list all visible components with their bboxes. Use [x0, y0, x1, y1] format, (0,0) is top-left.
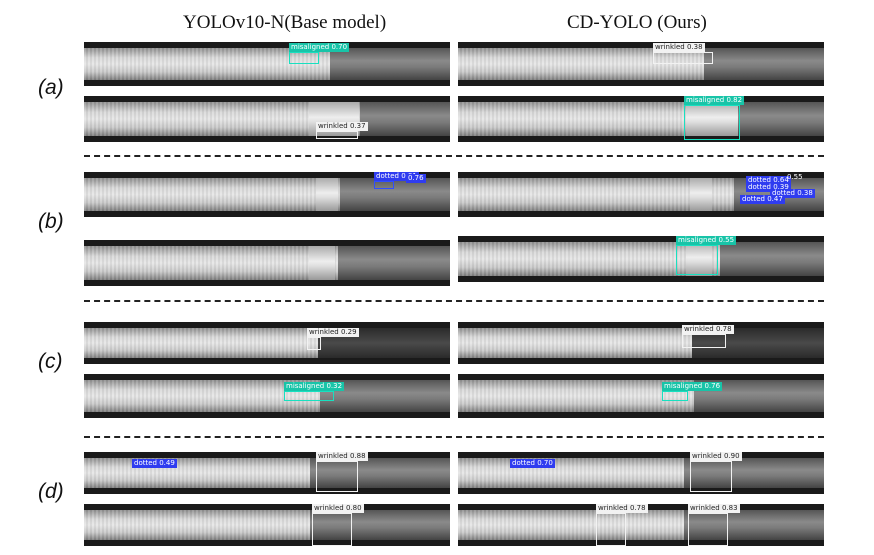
- image-panel-d1-base: dotted 0.49 wrinkled 0.88: [84, 452, 450, 494]
- group-label-a: (a): [38, 76, 64, 99]
- detection-label: wrinkled 0.90: [690, 452, 742, 461]
- image-panel-b2-ours: misaligned 0.55: [458, 236, 824, 282]
- detection-label: wrinkled 0.80: [312, 504, 364, 513]
- image-panel-c1-ours: wrinkled 0.78: [458, 322, 824, 364]
- group-label-c: (c): [38, 350, 63, 373]
- detection-box: wrinkled 0.78: [682, 325, 734, 348]
- detection-label: dotted 0.38: [770, 189, 815, 198]
- detection-label: wrinkled 0.78: [682, 325, 734, 334]
- group-divider-bc: [84, 300, 824, 302]
- column-title-base-model: YOLOv10-N(Base model): [183, 12, 387, 33]
- detection-label: wrinkled 0.38: [653, 43, 705, 52]
- group-label-d: (d): [38, 480, 64, 503]
- detection-label: wrinkled 0.37: [316, 122, 368, 131]
- detection-label: wrinkled 0.88: [316, 452, 368, 461]
- detection-box: wrinkled 0.78: [596, 504, 648, 546]
- image-panel-c1-base: wrinkled 0.29: [84, 322, 450, 364]
- detection-box: wrinkled 0.90: [690, 452, 742, 492]
- detection-label: misaligned 0.82: [684, 96, 745, 105]
- detection-box: wrinkled 0.83: [688, 504, 740, 546]
- detection-label: dotted 0.39: [746, 183, 791, 192]
- detection-label: 0.76: [406, 174, 426, 183]
- detection-label: misaligned 0.32: [284, 382, 345, 391]
- detection-box: misaligned 0.70: [289, 43, 350, 64]
- image-panel-b2-base: [84, 240, 450, 286]
- image-panel-d2-base: wrinkled 0.80: [84, 504, 450, 546]
- image-panel-d1-ours: dotted 0.70 wrinkled 0.90: [458, 452, 824, 494]
- detection-box: misaligned 0.76: [662, 382, 723, 401]
- image-panel-b1-base: dotted 0.81 0.76: [84, 172, 450, 217]
- detection-box: wrinkled 0.88: [316, 452, 368, 492]
- detection-box: wrinkled 0.29: [307, 328, 359, 350]
- detection-label: misaligned 0.76: [662, 382, 723, 391]
- image-panel-a2-base: wrinkled 0.37: [84, 96, 450, 142]
- detection-box: wrinkled 0.80: [312, 504, 364, 546]
- detection-label: wrinkled 0.83: [688, 504, 740, 513]
- detection-label: wrinkled 0.29: [307, 328, 359, 337]
- image-panel-b1-ours: dotted 0.64 0.55 dotted 0.39 dotted 0.38…: [458, 172, 824, 217]
- detection-label: dotted 0.64: [746, 176, 791, 185]
- detection-label: dotted 0.49: [132, 459, 177, 468]
- detection-label: wrinkled 0.78: [596, 504, 648, 513]
- detection-label: misaligned 0.55: [676, 236, 737, 245]
- image-panel-c2-ours: misaligned 0.76: [458, 374, 824, 418]
- image-panel-a2-ours: misaligned 0.82: [458, 96, 824, 142]
- detection-label: 0.55: [787, 173, 803, 181]
- image-panel-a1-base: misaligned 0.70: [84, 42, 450, 86]
- group-label-b: (b): [38, 210, 64, 233]
- group-divider-cd: [84, 436, 824, 438]
- detection-box: misaligned 0.82: [684, 96, 745, 140]
- group-divider-ab: [84, 155, 824, 157]
- image-panel-c2-base: misaligned 0.32: [84, 374, 450, 418]
- image-panel-a1-ours: wrinkled 0.38: [458, 42, 824, 86]
- detection-box: dotted 0.81: [374, 172, 419, 189]
- detection-box: misaligned 0.32: [284, 382, 345, 401]
- detection-box: misaligned 0.55: [676, 236, 737, 275]
- column-title-ours: CD-YOLO (Ours): [567, 12, 707, 33]
- detection-label: dotted 0.70: [510, 459, 555, 468]
- image-panel-d2-ours: wrinkled 0.78 wrinkled 0.83: [458, 504, 824, 546]
- detection-label: dotted 0.47: [740, 195, 785, 204]
- detection-box: wrinkled 0.37: [316, 122, 368, 139]
- detection-label: misaligned 0.70: [289, 43, 350, 52]
- detection-box: wrinkled 0.38: [653, 43, 713, 64]
